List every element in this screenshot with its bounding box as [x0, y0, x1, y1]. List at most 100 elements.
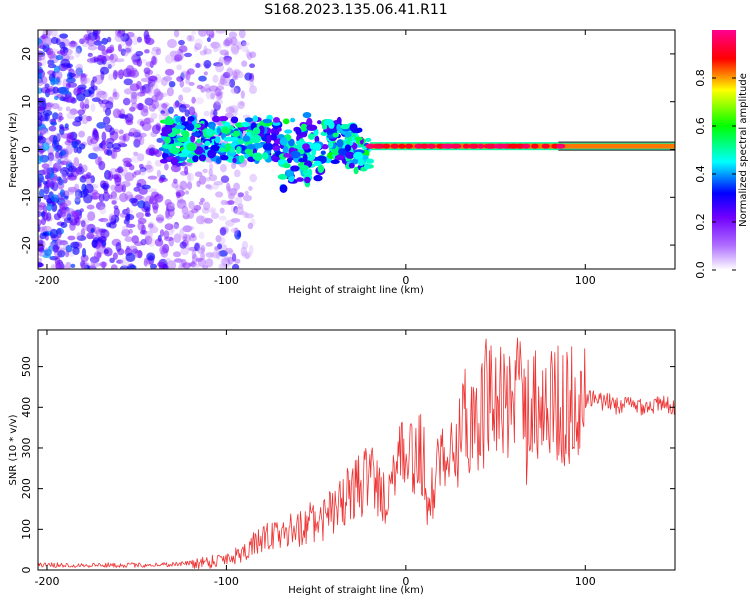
- spectrogram-transition-cell: [161, 144, 173, 149]
- spectrogram-x-tick-label: 100: [575, 274, 596, 287]
- spectrogram-noise-cell: [116, 259, 124, 264]
- spectrogram-noise-cell: [76, 235, 87, 241]
- spectrogram-noise-cell: [226, 182, 231, 191]
- spectrogram-noise-cell: [81, 247, 87, 258]
- spectrogram-transition-cell: [218, 147, 226, 152]
- spectrogram-noise-cell: [103, 188, 108, 194]
- spectrogram-noise-cell: [194, 242, 200, 252]
- spectrogram-noise-cell: [70, 241, 80, 249]
- spectrogram-transition-cell: [340, 123, 350, 130]
- spectrogram-noise-cell: [150, 131, 158, 138]
- spectrogram-noise-cell: [99, 206, 107, 215]
- spectrogram-transition-cell: [328, 141, 334, 149]
- colorbar: 0.0 0.2 0.4 0.6 0.8 Normalized spectral ampl…: [694, 30, 749, 279]
- spectrogram-noise-cell: [196, 215, 205, 225]
- spectrogram-noise-cell: [232, 109, 238, 116]
- spectrogram-noise-cell: [99, 102, 109, 108]
- spectrogram-noise-cell: [51, 71, 56, 79]
- spectrogram-transition-cell: [270, 133, 277, 141]
- spectrogram-noise-cell: [246, 52, 253, 60]
- spectrogram-noise-cell: [156, 137, 164, 143]
- figure-title: S168.2023.135.06.41.R11: [264, 2, 447, 18]
- spectrogram-noise-cell: [228, 31, 237, 39]
- spectrogram-noise-cell: [104, 124, 113, 133]
- spectrogram-noise-cell: [165, 54, 174, 64]
- spectrogram-noise-cell: [39, 232, 47, 240]
- spectrogram-noise-cell: [124, 47, 132, 53]
- spectrogram-noise-cell: [217, 82, 225, 87]
- spectrogram-noise-cell: [100, 183, 110, 190]
- spectrogram-noise-cell: [208, 207, 217, 214]
- spectrogram-noise-cell: [143, 117, 151, 125]
- spectrogram-noise-cell: [145, 148, 155, 156]
- spectrogram-noise-cell: [87, 211, 96, 222]
- spectrogram-noise-cell: [195, 63, 201, 68]
- spectrogram-noise-cell: [38, 243, 45, 252]
- spectrogram-noise-cell: [208, 30, 214, 35]
- spectrogram-noise-cell: [167, 204, 175, 210]
- spectrogram-transition-cell: [286, 169, 295, 177]
- spectrogram-noise-cell: [72, 210, 81, 217]
- spectrogram-noise-cell: [137, 102, 144, 111]
- spectrogram-transition-cell: [159, 158, 168, 164]
- spectrogram-noise-cell: [67, 189, 75, 195]
- spectrogram-transition-cell: [282, 163, 291, 169]
- spectrogram-noise-cell: [119, 265, 130, 269]
- spectrogram-transition-cell: [252, 127, 261, 135]
- spectrogram-noise-cell: [165, 258, 171, 263]
- spectrogram-transition-cell: [345, 151, 355, 159]
- spectrogram-noise-cell: [99, 66, 110, 75]
- spectrogram-line-cell: [531, 143, 539, 149]
- spectrogram-noise-cell: [74, 189, 83, 199]
- spectrogram-noise-cell: [167, 38, 177, 49]
- spectrogram-noise-cell: [228, 200, 234, 205]
- spectrogram-noise-cell: [66, 212, 72, 222]
- spectrogram-noise-cell: [200, 86, 206, 93]
- spectrogram-noise-cell: [67, 132, 75, 140]
- spectrogram-noise-cell: [146, 252, 156, 261]
- spectrogram-noise-cell: [240, 40, 247, 47]
- spectrogram-noise-cell: [147, 175, 158, 180]
- spectrogram-transition-cell: [348, 162, 355, 169]
- spectrogram-noise-cell: [63, 158, 70, 165]
- spectrogram-transition-cell: [212, 115, 221, 123]
- spectrogram-transition-cell: [229, 136, 239, 142]
- colorbar-gradient: [712, 30, 736, 270]
- spectrogram-noise-cell: [38, 182, 42, 188]
- spectrogram-noise-cell: [148, 223, 154, 228]
- spectrogram-transition-cell: [332, 132, 339, 138]
- spectrogram-noise-cell: [114, 168, 124, 173]
- spectrogram-line-cell: [556, 143, 566, 149]
- spectrogram-transition-cell: [304, 176, 311, 184]
- spectrogram-noise-cell: [87, 38, 96, 47]
- spectrogram-noise-cell: [134, 194, 144, 200]
- spectrogram-transition-cell: [272, 121, 281, 126]
- spectrogram-transition-cell: [232, 130, 240, 138]
- spectrogram-noise-cell: [48, 159, 53, 166]
- spectrogram-noise-cell: [119, 212, 127, 218]
- colorbar-tick-label: 0.8: [694, 69, 707, 87]
- spectrogram-noise-cell: [38, 50, 43, 55]
- spectrogram-noise-cell: [158, 264, 169, 269]
- spectrogram-noise-cell: [66, 77, 76, 84]
- spectrogram-noise-cell: [222, 81, 232, 87]
- spectrogram-noise-cell: [125, 119, 134, 126]
- spectrogram-transition-cell: [320, 131, 328, 137]
- spectrogram-noise-cell: [90, 137, 99, 145]
- spectrogram-transition-cell: [191, 132, 201, 137]
- spectrogram-noise-cell: [187, 210, 195, 219]
- spectrogram-noise-cell: [225, 247, 233, 254]
- spectrogram-transition-cell: [290, 117, 296, 123]
- spectrogram-noise-cell: [68, 40, 78, 48]
- spectrogram-noise-cell: [44, 112, 50, 122]
- spectrogram-line-cell: [468, 143, 480, 149]
- spectrogram-noise-cell: [97, 44, 106, 51]
- spectrogram-noise-cell: [125, 209, 134, 215]
- snr-y-tick-label: 200: [20, 478, 33, 499]
- spectrogram-noise-cell: [38, 142, 44, 148]
- spectrogram-y-tick-label: -20: [20, 236, 33, 254]
- spectrogram-noise-cell: [38, 257, 43, 263]
- spectrogram-noise-cell: [101, 131, 107, 142]
- spectrogram-noise-cell: [70, 263, 76, 268]
